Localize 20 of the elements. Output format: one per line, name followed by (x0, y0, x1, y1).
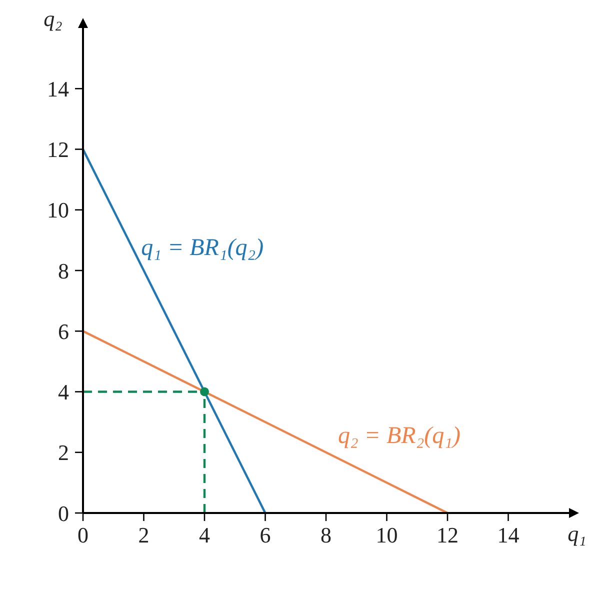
x-tick-label: 12 (436, 522, 458, 548)
x-tick-label: 0 (78, 522, 88, 548)
x-tick-label: 2 (138, 522, 150, 548)
y-tick-label: 8 (58, 258, 69, 284)
series-label: q₁ = BR₁(q₂) (141, 234, 264, 261)
y-tick-label: 14 (47, 76, 69, 102)
series-label: q₂ = BR₂(q₁) (338, 422, 460, 449)
y-tick-label: 4 (58, 380, 69, 405)
x-axis-title: q₁ (568, 521, 586, 546)
x-tick-label: 10 (376, 522, 398, 548)
x-tick-label: 6 (260, 522, 271, 548)
y-axis-title: q₂ (44, 6, 63, 31)
y-tick-label: 6 (58, 318, 69, 344)
y-tick-label: 10 (47, 198, 69, 223)
y-tick-label: 0 (58, 500, 69, 526)
y-tick-label: 12 (47, 137, 69, 162)
x-tick-label: 8 (320, 522, 332, 548)
x-tick-label: 4 (199, 522, 210, 548)
y-tick-label: 2 (58, 440, 69, 466)
x-tick-label: 14 (497, 522, 520, 548)
